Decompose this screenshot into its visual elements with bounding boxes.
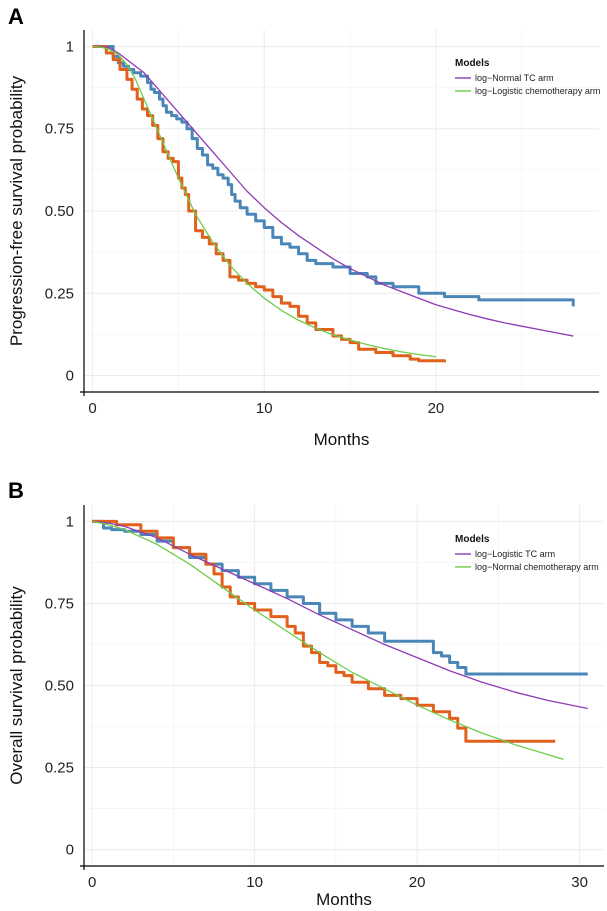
y-tick-label: 0.25 — [45, 285, 74, 302]
x-tick-label: 0 — [88, 400, 96, 417]
fitted-curve-2 — [92, 520, 588, 710]
legend-title: Models — [455, 58, 490, 69]
y-tick-label: 0.75 — [45, 595, 74, 612]
fitted-curve-2 — [92, 45, 574, 337]
km-step-0 — [92, 44, 575, 307]
y-tick-label: 0.50 — [45, 203, 74, 220]
km-step-1 — [92, 44, 446, 363]
legend-entry-label: log−Normal chemotherapy arm — [475, 562, 599, 572]
y-axis-title: Overall survival probability — [7, 586, 26, 785]
gridlines — [84, 30, 599, 392]
gridlines — [84, 505, 604, 866]
x-tick-label: 20 — [409, 874, 426, 891]
panel-label: A — [8, 4, 24, 29]
y-tick-label: 0.25 — [45, 760, 74, 777]
legend-entry-label: log−Logistic chemotherapy arm — [475, 86, 600, 96]
y-tick-label: 0.75 — [45, 121, 74, 138]
fitted-curve-3 — [92, 45, 437, 358]
y-tick-label: 0 — [66, 842, 74, 859]
panel-label: B — [8, 478, 24, 503]
x-axis-title: Months — [314, 430, 370, 449]
fitted-curve-3 — [91, 520, 564, 760]
panel-b: B 0 10 20 30 0 0.25 0.50 0.75 1 Months Overall surv… — [7, 478, 604, 909]
y-tick-label: 1 — [66, 38, 74, 55]
legend-entry-label: log−Normal TC arm — [475, 73, 554, 83]
legend-title: Models — [455, 534, 490, 545]
legend: Models log−Normal TC arm log−Logistic chem… — [455, 58, 600, 96]
y-tick-label: 1 — [66, 513, 74, 530]
y-tick-label: 0 — [66, 368, 74, 385]
x-tick-label: 30 — [571, 874, 588, 891]
x-tick-label: 20 — [428, 400, 445, 417]
x-tick-label: 0 — [88, 874, 96, 891]
panel-a: A 0 10 20 0 0.25 0.50 0.75 1 Months Progression-fr… — [7, 4, 600, 449]
y-axis-title: Progression-free survival probability — [7, 75, 26, 346]
x-axis-title: Months — [316, 890, 372, 909]
y-tick-label: 0.50 — [45, 678, 74, 695]
km-step-1 — [92, 519, 556, 743]
x-tick-label: 10 — [256, 400, 273, 417]
km-step-0 — [92, 519, 588, 676]
legend: Models log−Logistic TC arm log−Normal chem… — [455, 534, 599, 572]
legend-entry-label: log−Logistic TC arm — [475, 549, 555, 559]
x-tick-label: 10 — [246, 874, 263, 891]
